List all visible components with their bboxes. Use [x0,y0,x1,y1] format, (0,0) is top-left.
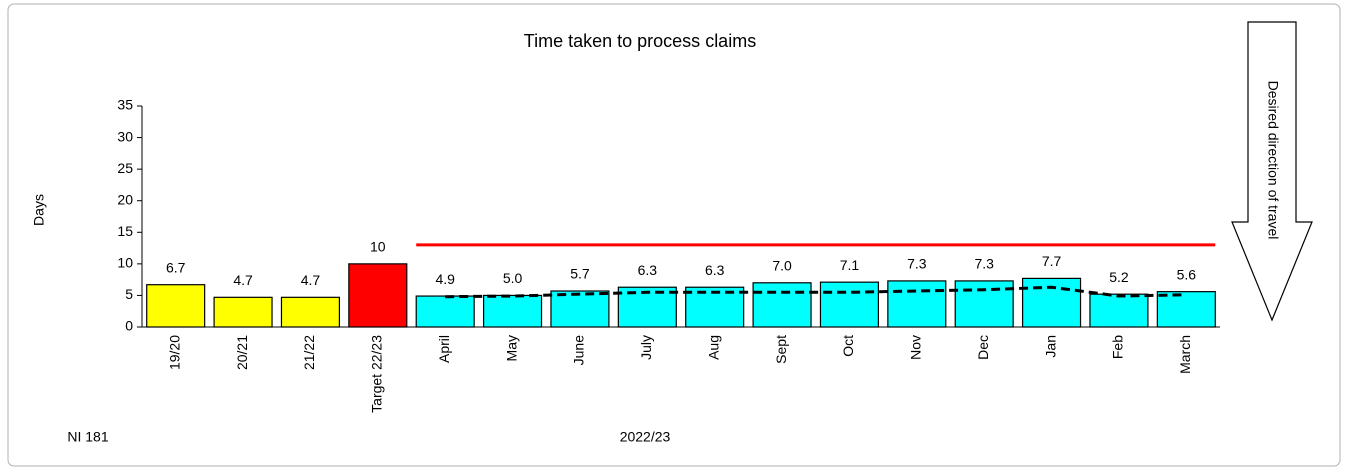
bar [1021,277,1082,328]
line-series [445,285,1187,299]
y-tick-label: 35 [117,97,133,113]
data-label: 5.0 [503,270,523,286]
y-tick-label: 0 [125,318,133,334]
y-tick-label: 30 [117,128,133,144]
bar [1089,293,1149,328]
data-label: 4.9 [435,271,455,287]
bar [550,290,610,328]
data-label: 6.3 [705,262,725,278]
data-label: 4.7 [233,272,253,288]
bar [1156,291,1216,328]
y-tick-label: 15 [117,223,133,239]
x-tick-label: Jan [1042,335,1058,358]
data-label: 7.3 [974,256,994,272]
bar [213,296,273,328]
data-label: 7.3 [907,256,927,272]
data-label: 7.7 [1042,253,1062,269]
y-tick-label: 25 [117,160,133,176]
data-label: 5.7 [570,266,590,282]
x-tick-label: April [436,335,452,363]
y-tick-label: 20 [117,191,133,207]
x-tick-label: 19/20 [166,335,182,370]
x-tick-label: Feb [1110,335,1126,359]
x-tick-label: 21/22 [301,335,317,370]
chart-border [7,3,1341,467]
y-axis-label: Days [31,194,47,226]
x-axis-label: 2022/23 [620,429,671,445]
x-tick-label: Nov [908,335,924,360]
x-tick-label: July [638,335,654,360]
data-label: 4.7 [301,272,321,288]
bar [685,286,745,328]
y-tick-label: 5 [125,286,133,302]
bar [146,284,206,328]
x-tick-label: 20/21 [234,335,250,370]
bar [752,282,812,328]
data-label: 5.2 [1109,269,1129,285]
bar [954,280,1014,328]
bar [348,263,408,328]
x-tick-label: Sept [773,335,789,364]
x-tick-label: Oct [840,335,856,357]
x-tick-label: March [1177,335,1193,374]
data-label: 6.7 [166,259,186,275]
data-label: 7.0 [772,258,792,274]
bar [887,280,947,328]
note: NI 181 [67,429,108,445]
bar [280,296,341,328]
annotation: Desired direction of travel [1265,81,1281,240]
x-tick-label: Aug [705,335,721,360]
bar [415,295,475,328]
bar [819,281,880,328]
x-tick-label: Dec [975,335,991,360]
y-tick-label: 10 [117,255,133,271]
data-label: 10 [370,239,386,255]
chart-title: Time taken to process claims [524,31,756,51]
data-label: 7.1 [840,257,860,273]
bar [482,294,543,328]
data-label: 5.6 [1177,266,1197,282]
x-tick-label: Target 22/23 [369,335,385,413]
x-tick-label: June [571,335,587,366]
direction-arrow [1231,21,1313,322]
x-tick-label: May [503,335,519,361]
data-label: 6.3 [638,262,658,278]
